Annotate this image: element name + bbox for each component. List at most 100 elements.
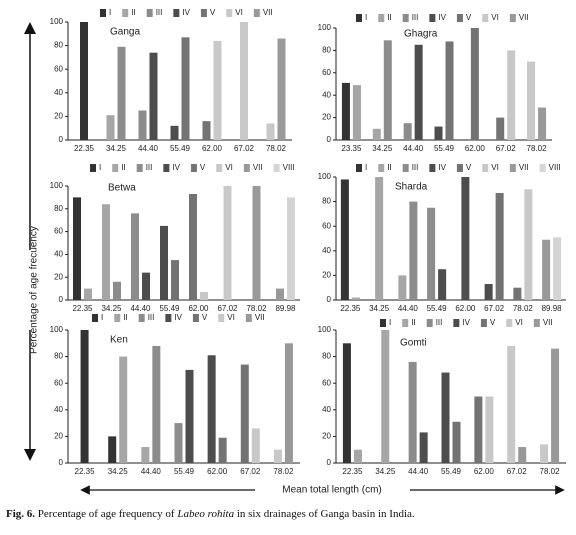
legend-swatch [380,319,386,327]
bar [174,423,183,463]
legend-swatch [218,314,225,322]
bar [408,361,417,463]
y-tick-label: 20 [322,113,331,122]
x-tick-label: 22.35 [340,304,361,313]
x-tick-label: 55.49 [434,144,455,153]
legend-label: VI [225,163,233,172]
x-tick-label: 44.40 [130,304,151,313]
bar [142,272,150,300]
legend-swatch [226,9,233,17]
x-tick-label: 44.40 [141,467,162,476]
bar [372,128,381,140]
bar [202,121,211,140]
legend-label: I [109,8,111,17]
legend-swatch [90,164,96,172]
y-tick-label: 100 [318,325,332,334]
bar [352,85,361,140]
bar [441,372,450,463]
caption: Fig. 6. Percentage of age frequency of L… [6,508,572,520]
bar [108,436,117,463]
x-tick-label: 78.02 [273,467,294,476]
bar [185,369,194,463]
bar [181,37,190,141]
y-tick-label: 40 [54,250,63,259]
bar [551,348,560,463]
y-tick-label: 60 [322,68,331,77]
x-tick-label: 22.35 [74,144,95,153]
bar [189,193,197,300]
legend-swatch [192,314,199,322]
y-tick-label: 80 [322,352,331,361]
bar [276,288,284,300]
y-tick-label: 0 [59,295,64,304]
bar [507,345,516,463]
y-tick-label: 100 [50,17,64,26]
bar [470,28,479,140]
y-tick-label: 100 [50,325,64,334]
legend-label: III [436,318,443,327]
x-tick-label: 62.00 [207,467,228,476]
y-tick-label: 80 [54,352,63,361]
bar [484,284,493,300]
legend-label: VII [519,13,529,22]
legend-label: IV [174,313,182,322]
legend-label: V [490,318,496,327]
bar [527,61,536,140]
legend-label: III [412,13,419,22]
bar [513,287,522,300]
legend-label: IV [182,8,190,17]
legend-swatch [506,319,513,327]
x-tick-label: 67.02 [234,144,255,153]
x-axis-label: Mean total length (cm) [282,485,382,496]
x-tick-label: 55.49 [174,467,195,476]
legend-label: V [210,8,216,17]
x-tick-label: 55.49 [159,304,180,313]
legend-label: IV [172,163,180,172]
legend-swatch [453,319,460,327]
bar [252,186,261,300]
y-tick-label: 40 [54,405,63,414]
legend-label: IV [462,318,470,327]
legend-swatch [190,164,197,172]
x-tick-label: 67.02 [484,304,505,313]
bar [496,117,505,140]
bar [474,396,483,463]
x-tick-label: 78.02 [246,304,267,313]
bar [119,356,128,463]
legend-swatch [480,319,487,327]
legend-label: V [200,163,206,172]
y-tick-label: 0 [327,135,332,144]
bar [149,52,158,140]
legend-swatch [138,314,145,322]
y-tick-label: 80 [322,197,331,206]
legend-swatch [200,9,207,17]
bar [398,275,407,300]
legend-label: IV [438,163,446,172]
y-tick-label: 100 [318,23,332,32]
legend-label: VII [253,163,263,172]
x-tick-label: 23.35 [341,144,362,153]
caption-label: Fig. 6. [6,508,36,520]
bar [106,115,115,140]
panel-title: Ganga [110,27,140,38]
legend-label: VI [235,8,243,17]
panel-title: Ken [110,335,128,346]
x-tick-label: 62.00 [465,144,486,153]
legend-swatch [539,164,546,172]
x-tick-label: 89.98 [542,304,563,313]
bar [540,444,549,463]
x-tick-label: 44.40 [403,144,424,153]
bar [273,449,282,463]
bar [342,343,351,463]
x-tick-label: 34.25 [369,304,390,313]
legend-label: VII [255,313,265,322]
bar [507,50,516,140]
legend-swatch [402,319,409,327]
x-tick-label: 67.02 [496,144,517,153]
bar [223,186,232,300]
legend-label: VI [227,313,235,322]
legend-label: III [156,8,163,17]
y-tick-label: 0 [59,458,64,467]
bar [409,201,418,300]
legend-swatch [426,319,433,327]
